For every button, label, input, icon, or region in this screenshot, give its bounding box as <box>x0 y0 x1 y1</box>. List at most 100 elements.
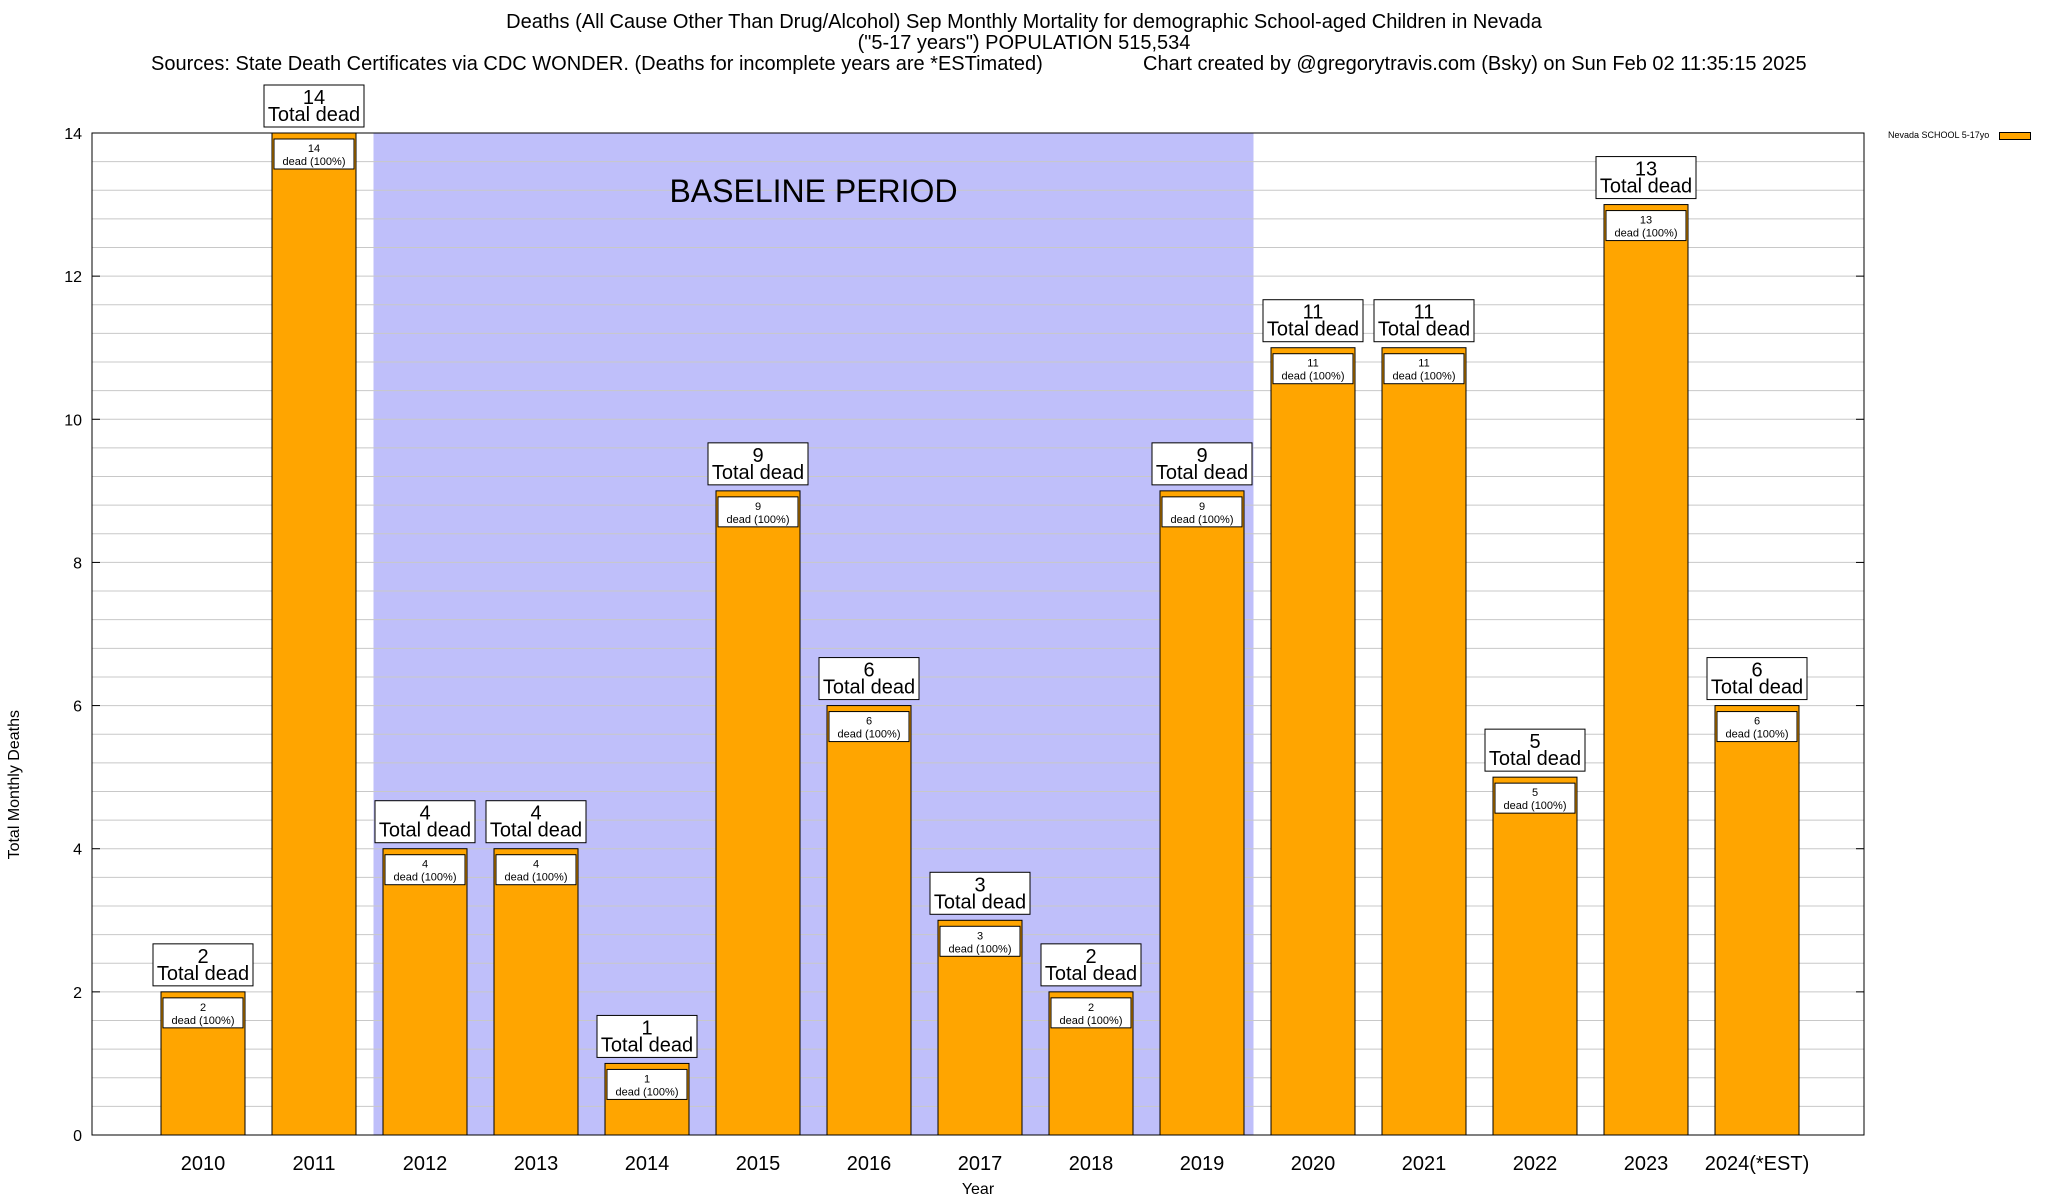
y-tick-label: 4 <box>73 842 82 859</box>
bar-inner-label-box <box>273 138 355 170</box>
legend-label: Nevada SCHOOL 5-17yo <box>1888 130 1990 140</box>
bar-top-label-box <box>707 442 809 486</box>
chart-legend: Nevada SCHOOL 5-17yo <box>1888 130 2032 141</box>
bar-inner-value: 5 <box>1532 787 1538 799</box>
bar-inner-value: 6 <box>1754 716 1760 728</box>
bar-top-label-box <box>374 800 476 844</box>
bar-inner-label: dead (100%) <box>1282 371 1345 383</box>
x-tick-label: 2018 <box>1069 1153 1114 1175</box>
bar-top-label: Total dead <box>1267 319 1359 341</box>
x-tick-label: 2010 <box>181 1153 226 1175</box>
x-tick-label: 2012 <box>403 1153 448 1175</box>
x-tick-label: 2019 <box>1180 1153 1225 1175</box>
bar <box>382 848 468 1136</box>
bar-top-label-box <box>1706 657 1808 701</box>
bar-top-label-box <box>1040 943 1142 987</box>
y-tick-label: 10 <box>64 412 82 429</box>
bar-top-label-box <box>1262 299 1364 343</box>
bar-inner-value: 6 <box>866 716 872 728</box>
bar-top-label-box <box>1484 728 1586 772</box>
credit-text: Chart created by @gregorytravis.com (Bsk… <box>1143 53 1807 75</box>
x-tick-label: 2024(*EST) <box>1705 1153 1810 1175</box>
bar-top-value: 9 <box>1196 445 1207 467</box>
bar-inner-label-box <box>1161 496 1243 528</box>
bar-inner-label-box <box>717 496 799 528</box>
x-tick-label: 2021 <box>1402 1153 1447 1175</box>
bar-inner-label-box <box>1494 782 1576 814</box>
x-tick-label: 2020 <box>1291 1153 1336 1175</box>
x-axis-label: Year <box>961 1181 995 1198</box>
bar <box>826 705 912 1136</box>
bar <box>1714 705 1800 1136</box>
bar-inner-value: 14 <box>308 143 320 155</box>
baseline-label: BASELINE PERIOD <box>669 173 957 209</box>
bar <box>493 848 579 1136</box>
chart-title: Deaths (All Cause Other Than Drug/Alcoho… <box>0 12 2048 54</box>
bar-top-value: 2 <box>1085 946 1096 968</box>
bar <box>1492 776 1578 1136</box>
bar-top-value: 5 <box>1529 731 1540 753</box>
bar-inner-label-box <box>495 854 577 886</box>
bar-inner-value: 1 <box>644 1073 650 1085</box>
bar-inner-label: dead (100%) <box>172 1015 235 1027</box>
y-tick-label: 0 <box>73 1128 82 1145</box>
bar-inner-label: dead (100%) <box>616 1086 679 1098</box>
bar-top-label-box <box>929 871 1031 915</box>
y-tick-label: 2 <box>73 985 82 1002</box>
bar-inner-label: dead (100%) <box>1060 1015 1123 1027</box>
bar-inner-label-box <box>384 854 466 886</box>
bar-top-label: Total dead <box>1489 748 1581 770</box>
bar-top-label: Total dead <box>934 891 1026 913</box>
x-tick-label: 2016 <box>847 1153 892 1175</box>
bar-top-label: Total dead <box>1378 319 1470 341</box>
x-tick-label: 2023 <box>1624 1153 1669 1175</box>
bar-inner-label-box <box>939 925 1021 957</box>
bar-top-value: 11 <box>1414 302 1435 324</box>
chart-title-line1: Deaths (All Cause Other Than Drug/Alcoho… <box>506 11 1542 33</box>
bar <box>271 132 357 1136</box>
bar-inner-label: dead (100%) <box>949 943 1012 955</box>
bar-top-label: Total dead <box>268 104 360 126</box>
bar-inner-label: dead (100%) <box>1615 228 1678 240</box>
bar-inner-label-box <box>1716 711 1798 743</box>
bar-top-label: Total dead <box>823 677 915 699</box>
bar-top-value: 3 <box>974 874 985 896</box>
bar-inner-value: 2 <box>1088 1002 1094 1014</box>
y-tick-label: 14 <box>64 126 82 143</box>
bar-inner-value: 4 <box>533 859 539 871</box>
bar-inner-label: dead (100%) <box>1393 371 1456 383</box>
bar-top-label: Total dead <box>379 820 471 842</box>
bar-top-value: 1 <box>641 1017 652 1039</box>
bar-inner-value: 4 <box>422 859 428 871</box>
bar-inner-value: 9 <box>1199 501 1205 513</box>
bar-inner-label: dead (100%) <box>283 156 346 168</box>
bar-top-value: 13 <box>1635 159 1657 181</box>
bar-inner-label-box <box>162 997 244 1029</box>
bar-inner-label-box <box>1272 353 1354 385</box>
bar-inner-value: 2 <box>200 1002 206 1014</box>
bar-inner-label: dead (100%) <box>1726 729 1789 741</box>
bar-inner-value: 11 <box>1307 358 1318 370</box>
bar-inner-value: 3 <box>977 930 983 942</box>
x-tick-label: 2013 <box>514 1153 559 1175</box>
bar-top-label-box <box>1373 299 1475 343</box>
bar <box>715 490 801 1136</box>
x-tick-label: 2015 <box>736 1153 781 1175</box>
bar-inner-label-box <box>1050 997 1132 1029</box>
bar <box>1603 204 1689 1136</box>
bar-inner-label: dead (100%) <box>1171 514 1234 526</box>
bar-top-label-box <box>485 800 587 844</box>
bar-top-value: 6 <box>863 660 874 682</box>
x-tick-label: 2014 <box>625 1153 670 1175</box>
bar-inner-label: dead (100%) <box>838 729 901 741</box>
bar <box>1381 347 1467 1136</box>
bar-top-label-box <box>818 657 920 701</box>
bar-inner-label: dead (100%) <box>505 872 568 884</box>
bar-top-label: Total dead <box>490 820 582 842</box>
x-tick-label: 2011 <box>292 1153 335 1175</box>
bar-top-value: 11 <box>1303 302 1324 324</box>
bar-inner-label-box <box>606 1068 688 1100</box>
bar-inner-label: dead (100%) <box>1504 800 1567 812</box>
chart-title-line2: ("5-17 years") POPULATION 515,534 <box>857 32 1191 54</box>
